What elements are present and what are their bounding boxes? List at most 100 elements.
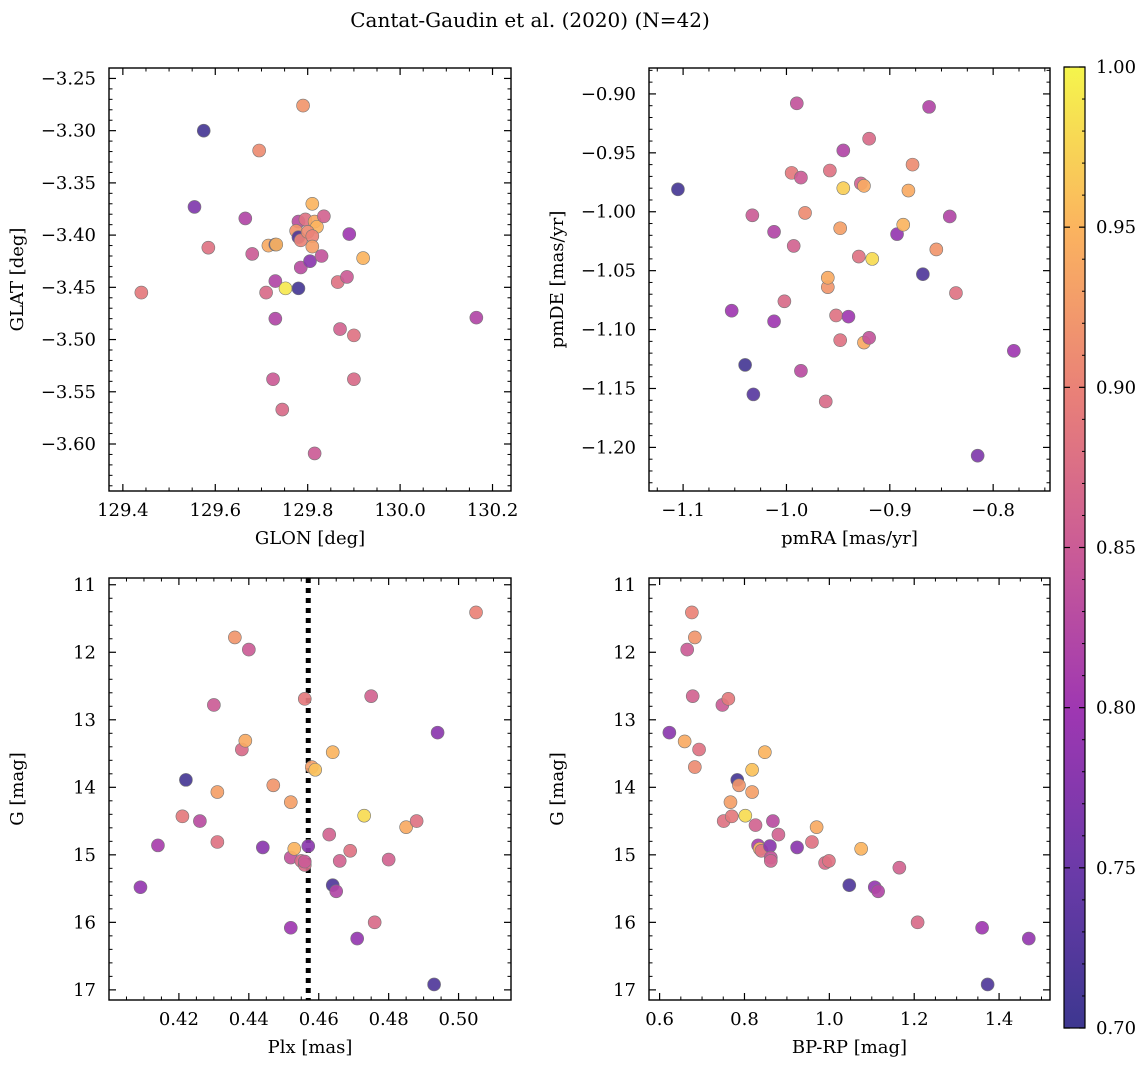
scatter-point (196, 123, 211, 138)
scatter-point (822, 854, 836, 868)
scatter-point (238, 211, 253, 226)
scatter-point (842, 878, 857, 893)
y-tick-label: 16 (73, 912, 96, 933)
y-tick-label: 15 (613, 845, 636, 866)
colorbar-tick-label: 0.95 (1096, 217, 1136, 238)
scatter-point (929, 242, 944, 257)
scatter-point (242, 642, 256, 657)
y-tick-label: −1.00 (581, 202, 636, 223)
scatter-point (790, 840, 804, 855)
scatter-point (901, 183, 916, 198)
y-axis-label: G [mag] (547, 752, 568, 825)
scatter-point (680, 642, 694, 657)
scatter-point (942, 209, 957, 224)
scatter-point (841, 309, 856, 324)
scatter-point (777, 294, 792, 309)
scatter-point (179, 773, 193, 787)
x-tick-label: −0.8 (971, 500, 1015, 521)
scatter-point (332, 854, 347, 868)
x-tick-label: 0.46 (299, 1009, 339, 1030)
scatter-point (245, 247, 260, 261)
axes-frame (108, 67, 512, 492)
scatter-point (970, 448, 985, 463)
points (134, 98, 484, 461)
x-tick-label: 1.2 (900, 1009, 929, 1030)
y-axis-label: GLAT [deg] (7, 228, 28, 332)
y-tick-label: −3.40 (41, 225, 96, 246)
scatter-point (745, 785, 759, 799)
scatter-point (268, 311, 283, 326)
scatter-point (469, 310, 484, 325)
scatter-point (340, 270, 354, 284)
scatter-point (228, 630, 242, 645)
scatter-point (301, 839, 316, 853)
scatter-point (854, 841, 868, 856)
scatter-point (367, 915, 382, 930)
y-tick-label: −3.55 (41, 382, 96, 403)
y-tick-label: 12 (613, 642, 636, 663)
scatter-point (892, 860, 907, 875)
scatter-point (862, 331, 876, 345)
scatter-point (296, 98, 310, 113)
x-axis-label: pmRA [mas/yr] (781, 528, 918, 549)
scatter-point (794, 364, 808, 378)
y-axis-label: pmDE [mas/yr] (547, 211, 568, 349)
scatter-point (342, 227, 357, 241)
points (662, 605, 1036, 992)
scatter-point (268, 274, 283, 288)
scatter-point (329, 884, 344, 899)
y-tick-label: −1.05 (581, 261, 636, 282)
scatter-point (833, 333, 847, 347)
y-tick-label: 15 (73, 845, 96, 866)
scatter-point (322, 827, 337, 842)
scatter-point (662, 725, 677, 740)
scatter-point (266, 372, 280, 387)
scatter-point (1021, 931, 1036, 946)
colorbar-tick-label: 1.00 (1096, 57, 1136, 78)
scatter-point (975, 920, 989, 935)
x-tick-label: 129.8 (282, 500, 334, 521)
scatter-point (256, 840, 270, 855)
scatter-point (364, 689, 378, 703)
scatter-point (283, 920, 298, 935)
scatter-point (833, 221, 847, 236)
scatter-point (910, 915, 925, 930)
y-tick-label: −1.20 (581, 437, 636, 458)
scatter-point (677, 734, 692, 749)
x-tick-label: −0.9 (868, 500, 912, 521)
scatter-point (949, 286, 963, 300)
scatter-point (210, 785, 225, 799)
panel-plx-g: 0.42 0.44 0.46 0.48 0.50 11 12 13 14 15 16 17 Plx [m… (7, 575, 512, 1058)
y-tick-label: −3.25 (41, 68, 96, 89)
y-tick-label: 14 (613, 777, 636, 798)
scatter-point (692, 742, 706, 757)
scatter-point (278, 281, 293, 296)
scatter-point (357, 808, 371, 823)
y-tick-label: 14 (73, 777, 96, 798)
scatter-point (916, 267, 930, 281)
scatter-point (266, 778, 281, 793)
scatter-point (287, 841, 302, 856)
axes-frame (108, 577, 512, 1001)
scatter-point (430, 725, 445, 740)
scatter-point (469, 605, 483, 620)
scatter-point (836, 181, 851, 195)
scatter-point (399, 820, 413, 834)
scatter-point (269, 237, 284, 252)
x-tick-label: 129.4 (97, 500, 149, 521)
scatter-point (786, 239, 801, 253)
x-tick-label: 0.42 (159, 1009, 199, 1030)
scatter-point (890, 227, 904, 241)
y-tick-label: 11 (613, 575, 636, 596)
scatter-point (688, 630, 702, 645)
scatter-point (688, 760, 702, 774)
y-tick-label: 16 (613, 912, 636, 933)
scatter-point (746, 387, 761, 402)
y-tick-label: −0.95 (581, 143, 636, 164)
scatter-point (980, 977, 995, 992)
scatter-point (823, 163, 837, 178)
scatter-point (347, 328, 361, 343)
scatter-point (724, 809, 739, 824)
scatter-point (297, 692, 312, 706)
